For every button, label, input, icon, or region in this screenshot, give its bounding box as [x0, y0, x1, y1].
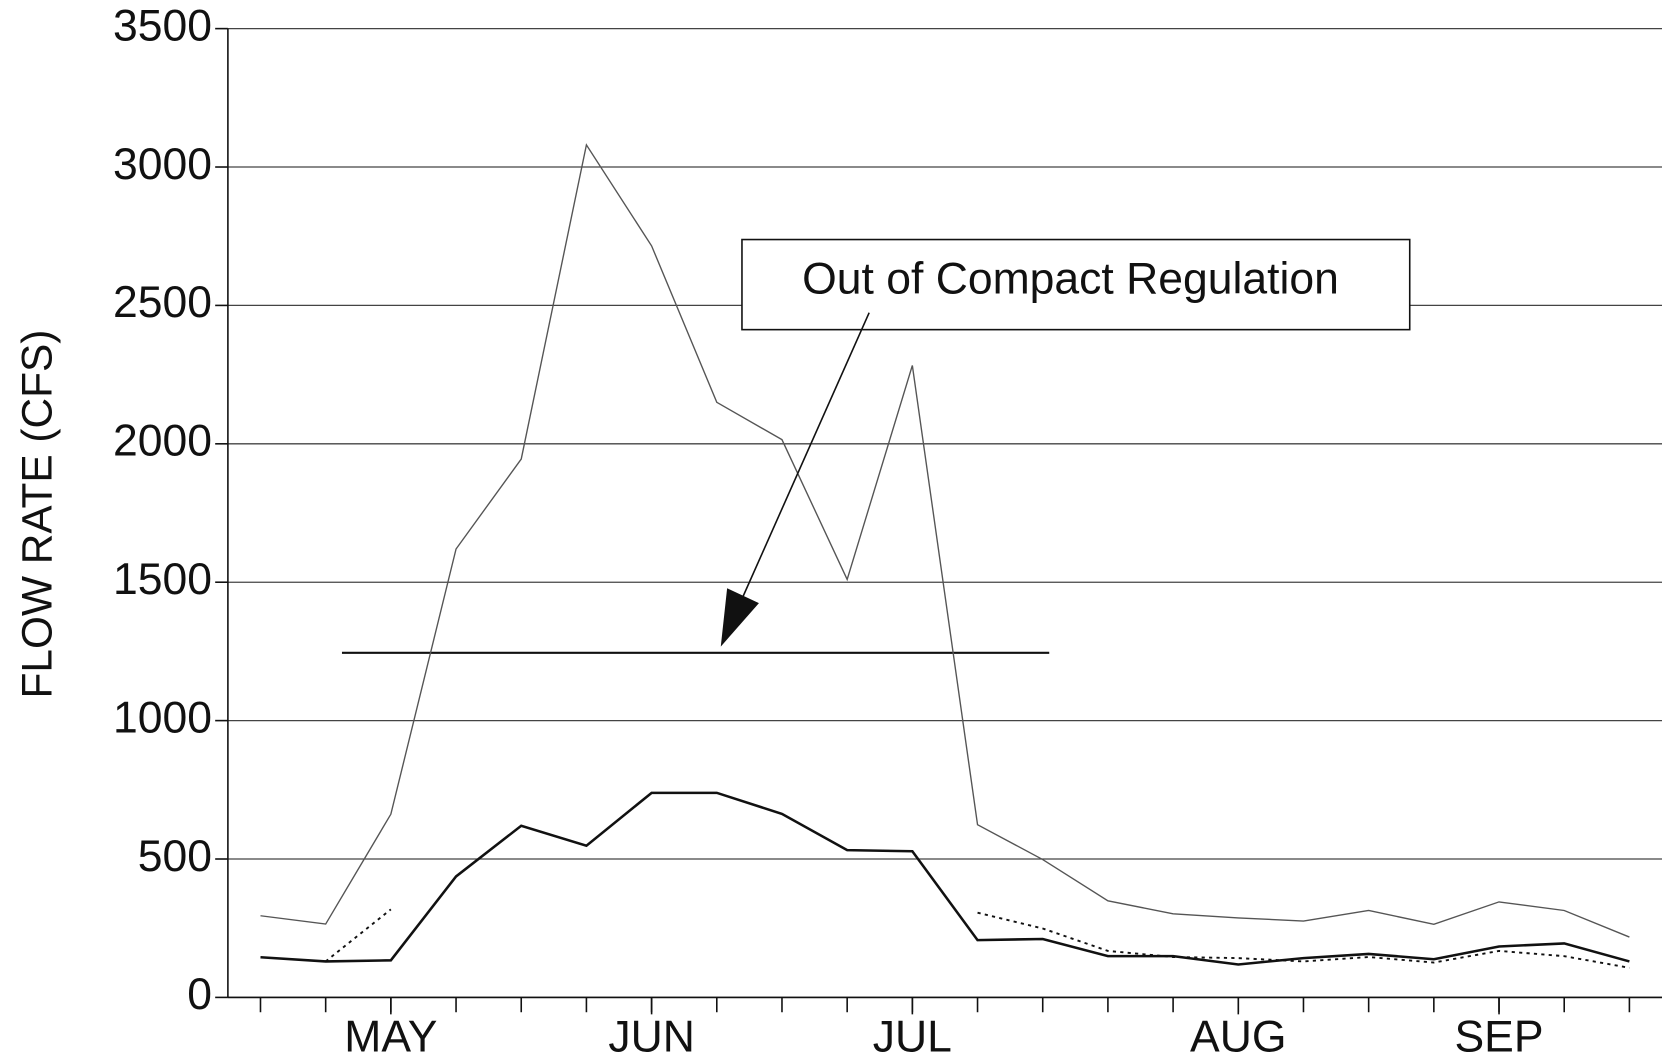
annotation-box — [741, 238, 1411, 331]
y-tick-label: 500 — [138, 832, 212, 881]
arrow-head — [720, 588, 759, 647]
series-line — [260, 143, 1630, 938]
x-tick-label: JUL — [873, 1013, 952, 1061]
series-line — [325, 908, 392, 963]
plot-area: 0 500 1000 1500 2000 2500 3000 3500 MAY JUN JUL AUG… — [113, 1, 1662, 1061]
x-tick-label: AUG — [1190, 1013, 1286, 1061]
y-tick-label: 2500 — [113, 278, 212, 327]
y-axis-label: FLOW RATE (CFS) — [13, 330, 60, 699]
annotation-arrow — [741, 312, 870, 600]
x-tick-label: JUN — [608, 1013, 695, 1061]
y-tick-label: 1500 — [113, 555, 212, 604]
series-line — [977, 911, 1630, 969]
x-tick-label: SEP — [1455, 1013, 1544, 1061]
y-tick-label: 1000 — [113, 693, 212, 742]
y-tick-label: 2000 — [113, 417, 212, 466]
series-line — [260, 791, 1630, 966]
y-tick-label: 0 — [187, 970, 212, 1019]
y-tick-label: 3000 — [113, 140, 212, 189]
x-tick-label: MAY — [344, 1013, 437, 1061]
annotation: Out of Compact Regulation — [802, 255, 1339, 304]
y-tick-label: 3500 — [113, 1, 212, 50]
